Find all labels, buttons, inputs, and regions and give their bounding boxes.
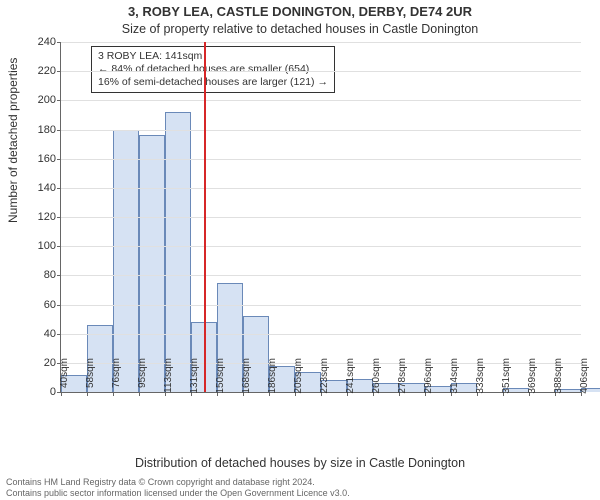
histogram-bar (113, 130, 139, 393)
xtick-label: 223sqm (319, 358, 330, 398)
gridline (61, 159, 581, 160)
plot-area: 3 ROBY LEA: 141sqm ← 84% of detached hou… (60, 42, 581, 393)
footer-line1: Contains HM Land Registry data © Crown c… (6, 477, 594, 487)
ytick-label: 180 (38, 124, 61, 136)
callout-box: 3 ROBY LEA: 141sqm ← 84% of detached hou… (91, 46, 335, 93)
xtick-label: 58sqm (85, 358, 96, 398)
xtick-label: 406sqm (579, 358, 590, 398)
xtick-label: 131sqm (189, 358, 200, 398)
gridline (61, 100, 581, 101)
callout-line2: ← 84% of detached houses are smaller (65… (98, 63, 328, 76)
marker-line (204, 42, 206, 392)
xtick-label: 278sqm (397, 358, 408, 398)
ytick-label: 160 (38, 153, 61, 165)
y-axis-label: Number of detached properties (6, 58, 20, 223)
xtick-label: 333sqm (475, 358, 486, 398)
ytick-label: 220 (38, 65, 61, 77)
histogram-bar (165, 112, 191, 392)
gridline (61, 275, 581, 276)
ytick-label: 40 (44, 328, 61, 340)
xtick-label: 40sqm (59, 358, 70, 398)
xtick-label: 241sqm (345, 358, 356, 398)
ytick-label: 240 (38, 36, 61, 48)
ytick-label: 100 (38, 240, 61, 252)
gridline (61, 305, 581, 306)
x-axis-label: Distribution of detached houses by size … (0, 456, 600, 470)
xtick-label: 150sqm (215, 358, 226, 398)
gridline (61, 188, 581, 189)
chart-title-main: 3, ROBY LEA, CASTLE DONINGTON, DERBY, DE… (0, 4, 600, 19)
xtick-label: 186sqm (267, 358, 278, 398)
xtick-label: 351sqm (501, 358, 512, 398)
ytick-label: 120 (38, 211, 61, 223)
footer: Contains HM Land Registry data © Crown c… (6, 477, 594, 498)
xtick-label: 168sqm (241, 358, 252, 398)
xtick-label: 388sqm (553, 358, 564, 398)
gridline (61, 71, 581, 72)
ytick-label: 60 (44, 299, 61, 311)
ytick-label: 80 (44, 269, 61, 281)
xtick-label: 260sqm (371, 358, 382, 398)
gridline (61, 130, 581, 131)
histogram-bar (139, 135, 165, 392)
footer-line2: Contains public sector information licen… (6, 488, 594, 498)
chart-title-sub: Size of property relative to detached ho… (0, 22, 600, 36)
ytick-label: 140 (38, 182, 61, 194)
xtick-label: 296sqm (423, 358, 434, 398)
gridline (61, 246, 581, 247)
xtick-label: 76sqm (111, 358, 122, 398)
callout-line3: 16% of semi-detached houses are larger (… (98, 76, 328, 89)
xtick-label: 205sqm (293, 358, 304, 398)
xtick-label: 113sqm (163, 358, 174, 398)
xtick-label: 314sqm (449, 358, 460, 398)
gridline (61, 217, 581, 218)
chart-container: 3, ROBY LEA, CASTLE DONINGTON, DERBY, DE… (0, 0, 600, 500)
gridline (61, 334, 581, 335)
xtick-label: 369sqm (527, 358, 538, 398)
callout-line1: 3 ROBY LEA: 141sqm (98, 50, 328, 63)
xtick-label: 95sqm (137, 358, 148, 398)
gridline (61, 42, 581, 43)
ytick-label: 200 (38, 94, 61, 106)
